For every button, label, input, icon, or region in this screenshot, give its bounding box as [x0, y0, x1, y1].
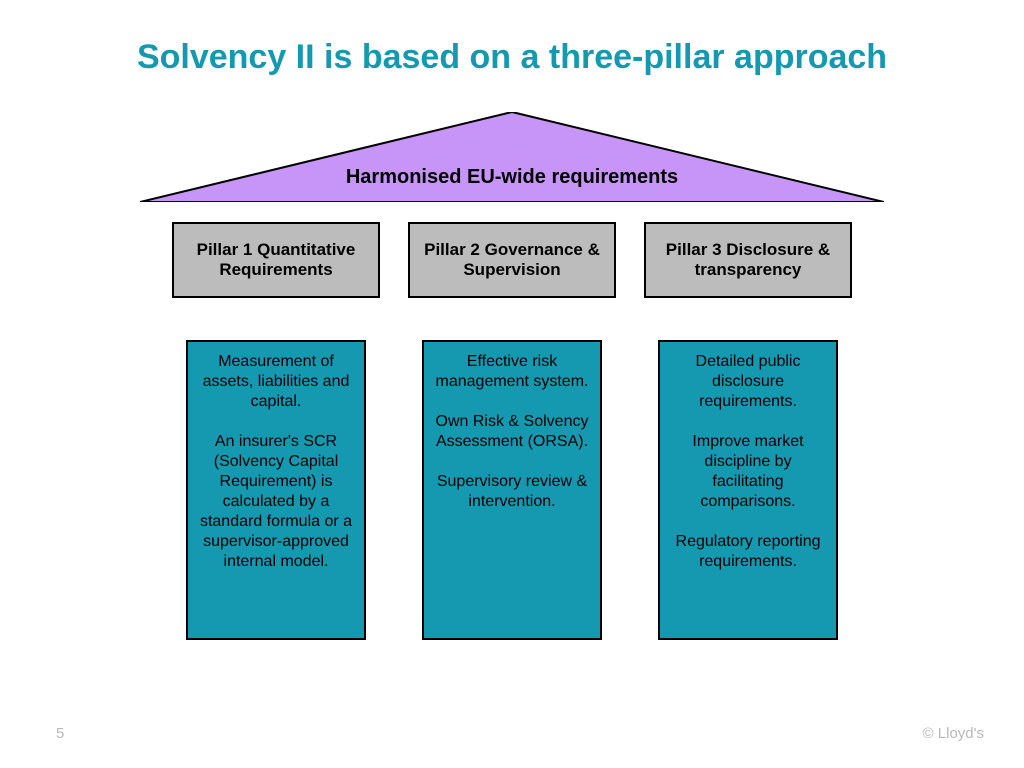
copyright: © Lloyd's	[923, 725, 984, 742]
page-number: 5	[56, 725, 64, 742]
pillar-2-body: Effective risk management system. Own Ri…	[422, 340, 602, 640]
pillar-1-header: Pillar 1 Quantitative Requirements	[172, 222, 380, 298]
pillar-3-body: Detailed public disclosure requirements.…	[658, 340, 838, 640]
roof: Harmonised EU-wide requirements	[140, 112, 884, 202]
pillar-3-header: Pillar 3 Disclosure & transparency	[644, 222, 852, 298]
slide-title: Solvency II is based on a three-pillar a…	[40, 38, 984, 77]
roof-label: Harmonised EU-wide requirements	[140, 166, 884, 189]
pillar-2-header: Pillar 2 Governance & Supervision	[408, 222, 616, 298]
pillar-1-body: Measurement of assets, liabilities and c…	[186, 340, 366, 640]
